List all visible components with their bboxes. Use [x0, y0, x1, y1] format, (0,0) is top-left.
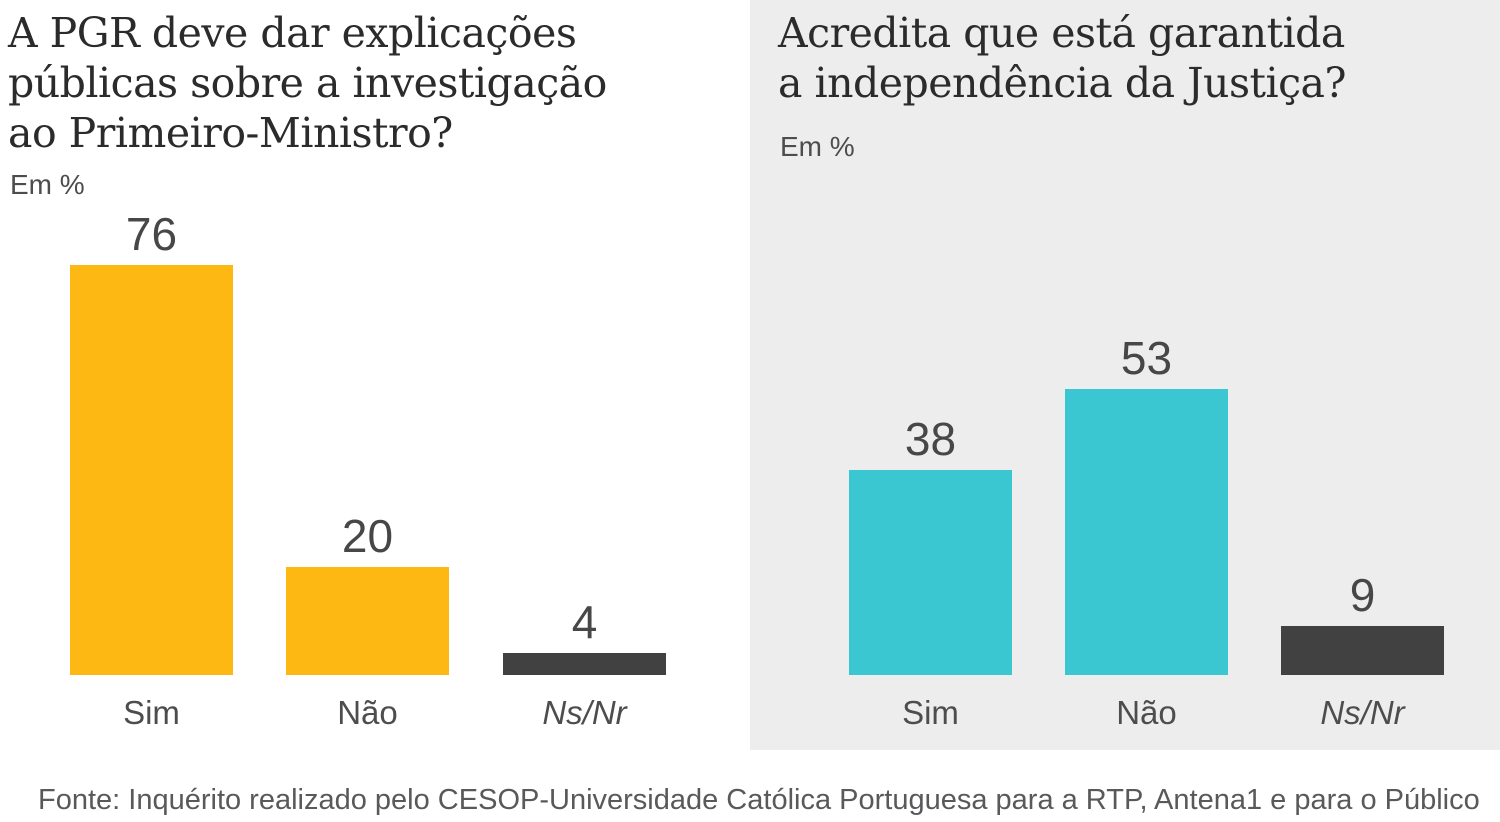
- chart-subtitle-units: Em %: [780, 131, 855, 162]
- category-label-sim: Sim: [902, 694, 959, 731]
- bar-value-label: 38: [904, 412, 957, 465]
- bar-value-label: 20: [341, 510, 394, 562]
- chart-title-line: a independência da Justiça?: [778, 59, 1346, 107]
- bar-sim: [849, 469, 1012, 675]
- chart-subtitle-units: Em %: [10, 169, 85, 200]
- chart-title-justica: Acredita que está garantida a independên…: [778, 8, 1346, 108]
- chart-title-line: A PGR deve dar explicações: [8, 9, 577, 57]
- bar-group-nsnr: 9 Ns/Nr: [1281, 569, 1444, 731]
- chart-title-pgr: A PGR deve dar explicações públicas sobr…: [8, 8, 607, 158]
- bar-nsnr: [503, 653, 666, 675]
- chart-panel-justica: Acredita que está garantida a independên…: [750, 0, 1500, 750]
- bar-group-sim: 76 Sim: [70, 207, 233, 731]
- bar-group-sim: 38 Sim: [849, 412, 1012, 731]
- category-label-nao: Não: [1116, 694, 1177, 731]
- bar-value-label: 76: [125, 207, 178, 260]
- category-label-sim: Sim: [123, 694, 180, 731]
- bar-nao: [1065, 388, 1228, 675]
- bar-sim: [70, 264, 233, 675]
- bar-value-label: 9: [1349, 569, 1376, 622]
- chart-title-line: públicas sobre a investigação: [8, 59, 607, 107]
- bar-nao: [286, 567, 449, 675]
- category-label-nsnr: Ns/Nr: [1320, 694, 1405, 731]
- category-label-nsnr: Ns/Nr: [542, 694, 627, 731]
- chart-panel-pgr: A PGR deve dar explicações públicas sobr…: [0, 0, 750, 750]
- chart-title-line: Acredita que está garantida: [778, 9, 1345, 57]
- bar-value-label: 4: [571, 596, 598, 649]
- source-attribution: Fonte: Inquérito realizado pelo CESOP-Un…: [38, 784, 1480, 816]
- category-label-nao: Não: [337, 694, 398, 731]
- bar-nsnr: [1281, 626, 1444, 675]
- bar-group-nsnr: 4 Ns/Nr: [503, 596, 666, 731]
- bar-group-nao: 53 Não: [1065, 331, 1228, 731]
- bar-value-label: 53: [1120, 331, 1173, 384]
- bar-group-nao: 20 Não: [286, 510, 449, 731]
- chart-title-line: ao Primeiro-Ministro?: [8, 109, 453, 157]
